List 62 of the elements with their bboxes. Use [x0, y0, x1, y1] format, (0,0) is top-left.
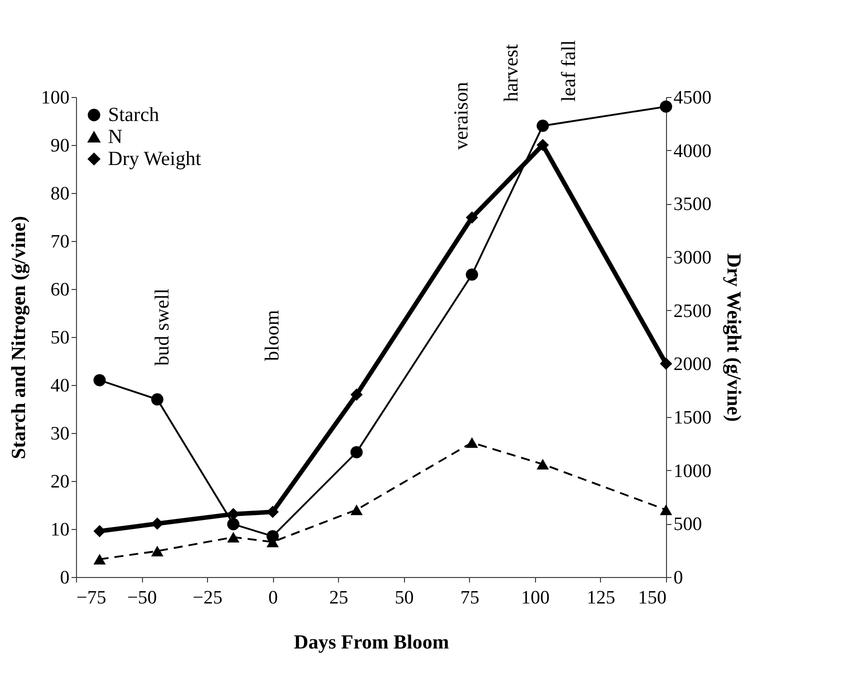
- x-tick-label: −50: [127, 588, 157, 608]
- point: [536, 120, 549, 132]
- point: [466, 268, 478, 281]
- x-tick-label: 125: [586, 588, 616, 608]
- point: [466, 211, 478, 224]
- y-tick-label: 50: [50, 328, 70, 348]
- point: [151, 546, 164, 556]
- point: [151, 393, 164, 406]
- x-axis-title: Days From Bloom: [294, 632, 450, 654]
- y2-tick-label: 1500: [674, 408, 712, 428]
- y-tick-label: 30: [50, 424, 70, 444]
- legend-label: N: [108, 126, 122, 148]
- y2-tick-label: 1000: [674, 460, 712, 482]
- y2-tick-label: 4500: [674, 88, 712, 108]
- point: [350, 388, 363, 401]
- point: [466, 437, 478, 448]
- y-tick-label: 70: [50, 232, 70, 252]
- y2-tick-label: 3000: [674, 248, 712, 268]
- y2-tick-label: 2500: [674, 300, 712, 322]
- x-tick-label: −25: [192, 588, 222, 608]
- point: [536, 458, 549, 470]
- annotation: veraison: [450, 82, 472, 150]
- point: [350, 504, 363, 516]
- point: [660, 358, 672, 370]
- point: [227, 532, 240, 542]
- point: [93, 525, 106, 538]
- point: [93, 374, 106, 386]
- point: [350, 446, 363, 458]
- point: [93, 554, 106, 565]
- y-tick-label: 100: [41, 88, 70, 108]
- y-axis-title: Starch and Nitrogen (g/vine): [8, 216, 30, 460]
- y2-tick-label: 4000: [674, 140, 712, 162]
- x-tick-label: 25: [329, 588, 348, 608]
- y-tick-label: 80: [50, 184, 70, 204]
- y-tick-label: 20: [50, 472, 70, 492]
- annotation: harvest: [500, 44, 522, 102]
- annotation: bud swell: [152, 288, 174, 366]
- point: [660, 504, 672, 516]
- y-tick-label: 90: [50, 136, 70, 156]
- y-tick-label: 10: [50, 520, 70, 540]
- y-tick-label: 60: [50, 280, 70, 300]
- y2-axis-title: Dry Weight (g/vine): [722, 253, 744, 422]
- point: [660, 100, 672, 113]
- x-tick-label: 150: [638, 588, 666, 608]
- x-tick-label: −75: [76, 588, 106, 608]
- x-tick-label: 100: [521, 588, 550, 608]
- y2-tick-label: 500: [674, 514, 702, 536]
- annotation: leaf fall: [558, 40, 580, 102]
- point: [227, 518, 240, 530]
- point: [151, 518, 164, 530]
- x-tick-label: 75: [460, 588, 480, 608]
- y2-tick-label: 2000: [674, 354, 712, 376]
- annotation: bloom: [262, 309, 284, 361]
- y2-tick-label: 3500: [674, 194, 712, 216]
- legend-label: Dry Weight: [108, 148, 202, 170]
- y-tick-label: 0: [60, 568, 70, 588]
- x-tick-label: 0: [268, 588, 278, 608]
- x-tick-label: 50: [394, 588, 414, 608]
- y-tick-label: 40: [50, 376, 70, 396]
- legend-label: Starch: [108, 104, 160, 126]
- point: [536, 138, 549, 152]
- y2-tick-label: 0: [674, 568, 683, 588]
